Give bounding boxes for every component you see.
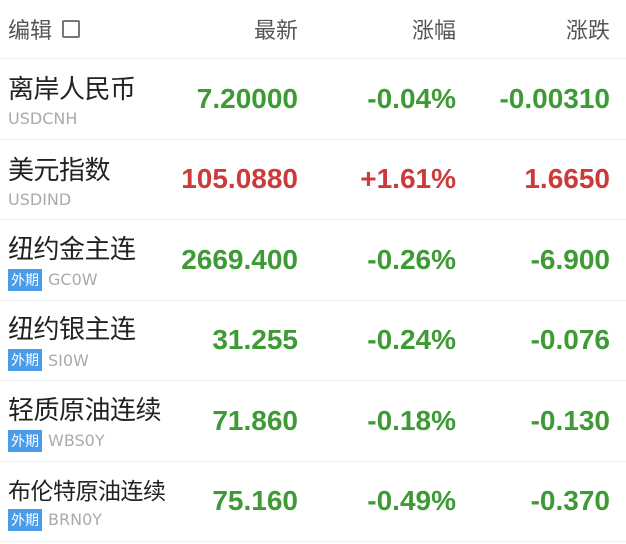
- latest-price: 75.160: [212, 485, 298, 517]
- sort-change[interactable]: 涨跌: [565, 19, 610, 44]
- latest-price: 31.255: [212, 324, 298, 356]
- change-percent: -0.18%: [367, 404, 456, 436]
- quote-row[interactable]: 纽约银主连 外期 SI0W 31.255 -0.24% -0.076: [0, 301, 626, 381]
- foreign-futures-badge: 外期: [8, 349, 42, 372]
- change-value: -0.076: [530, 324, 610, 356]
- foreign-futures-badge: 外期: [8, 429, 42, 452]
- instrument-name: 离岸人民币: [8, 75, 136, 106]
- change-value: -0.00310: [499, 82, 610, 114]
- header-row: 编辑 最新 涨幅 涨跌: [0, 0, 626, 59]
- instrument-name: 轻质原油连续: [8, 395, 162, 426]
- change-value: 1.6650: [524, 163, 610, 195]
- change-value: -0.130: [530, 404, 610, 436]
- instrument-code: BRN0Y: [48, 510, 103, 530]
- foreign-futures-badge: 外期: [8, 268, 42, 291]
- edit-button[interactable]: 编辑: [0, 13, 170, 45]
- sort-latest[interactable]: 最新: [253, 19, 298, 44]
- edit-icon: [62, 20, 81, 38]
- change-value: -6.900: [530, 243, 610, 275]
- quote-list: 离岸人民币 USDCNH 7.20000 -0.04% -0.00310 美元指数…: [0, 59, 626, 542]
- change-percent: -0.04%: [367, 82, 456, 114]
- foreign-futures-badge: 外期: [8, 508, 42, 531]
- edit-label: 编辑: [8, 19, 53, 44]
- latest-price: 71.860: [212, 404, 298, 436]
- latest-price: 105.0880: [181, 163, 298, 195]
- quote-row[interactable]: 布伦特原油连续 外期 BRN0Y 75.160 -0.49% -0.370: [0, 462, 626, 542]
- latest-price: 7.20000: [196, 82, 298, 114]
- sort-change-pct[interactable]: 涨幅: [411, 19, 456, 44]
- latest-price: 2669.400: [181, 243, 298, 275]
- instrument-code: WBS0Y: [48, 431, 105, 451]
- quote-row[interactable]: 离岸人民币 USDCNH 7.20000 -0.04% -0.00310: [0, 59, 626, 140]
- instrument-name: 纽约金主连: [8, 234, 136, 265]
- instrument-code: USDCNH: [8, 109, 78, 129]
- change-percent: -0.49%: [367, 485, 456, 517]
- change-percent: -0.26%: [367, 243, 456, 275]
- instrument-code: SI0W: [48, 350, 89, 370]
- change-percent: +1.61%: [360, 163, 456, 195]
- quote-row[interactable]: 纽约金主连 外期 GC0W 2669.400 -0.26% -6.900: [0, 220, 626, 301]
- instrument-name: 纽约银主连: [8, 315, 136, 346]
- instrument-name: 布伦特原油连续: [8, 478, 166, 505]
- change-value: -0.370: [530, 485, 610, 517]
- change-percent: -0.24%: [367, 324, 456, 356]
- instrument-code: USDIND: [8, 189, 72, 209]
- instrument-code: GC0W: [48, 270, 98, 290]
- quote-row[interactable]: 美元指数 USDIND 105.0880 +1.61% 1.6650: [0, 140, 626, 220]
- instrument-name: 美元指数: [8, 155, 111, 186]
- quote-row[interactable]: 轻质原油连续 外期 WBS0Y 71.860 -0.18% -0.130: [0, 381, 626, 462]
